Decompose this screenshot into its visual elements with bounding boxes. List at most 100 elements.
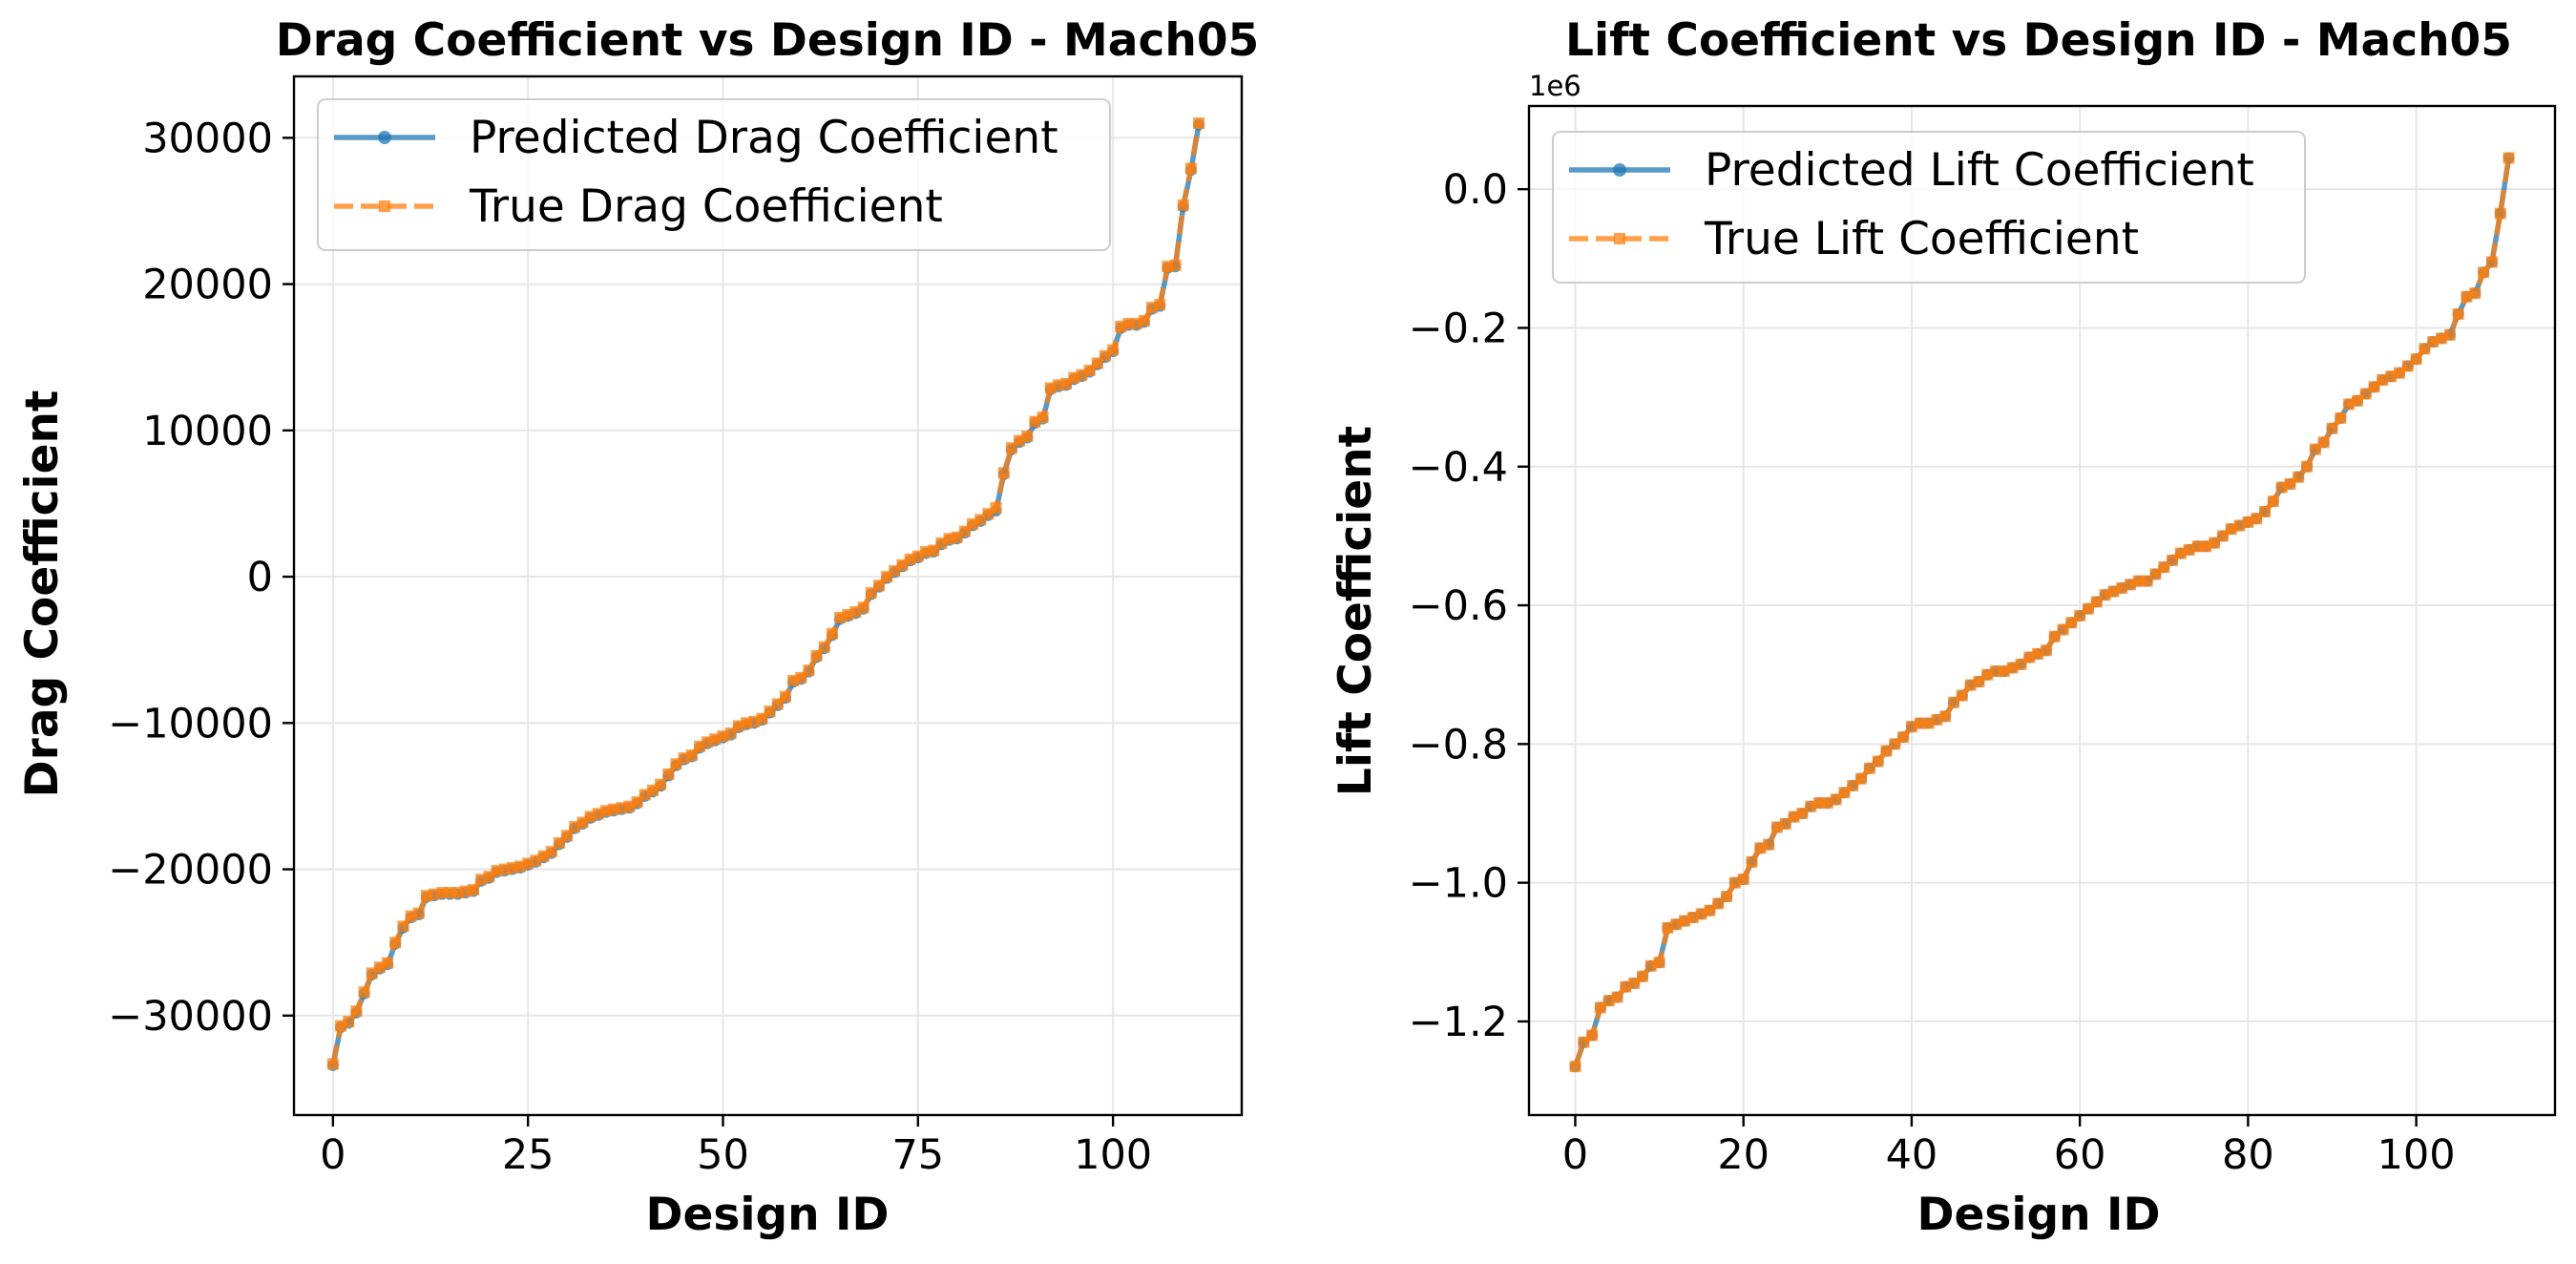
drag-true-point — [1154, 299, 1166, 311]
lift-true-series-line — [1572, 158, 2512, 1068]
drag-y-tick-label: −30000 — [108, 993, 273, 1041]
lift-true-point — [2443, 328, 2456, 341]
drag-true-point — [382, 957, 394, 969]
lift-true-point — [2040, 644, 2052, 657]
lift-y-axis-label: Lift Coefficient — [1330, 426, 1382, 796]
drag-true-point — [685, 749, 698, 762]
drag-true-point — [389, 937, 402, 949]
drag-true-point — [818, 641, 830, 653]
drag-true-point — [412, 907, 425, 919]
drag-true-point — [397, 920, 409, 933]
lift-legend: Predicted Lift Coefficient True Lift Coe… — [1552, 131, 2306, 284]
drag-true-point — [826, 627, 838, 640]
lift-true-point — [2478, 266, 2490, 279]
lift-true-point — [1636, 970, 1648, 982]
lift-true-point — [2259, 505, 2272, 517]
drag-y-tick-label: −20000 — [108, 847, 273, 895]
drag-true-point — [1193, 117, 1205, 130]
lift-true-point — [1746, 855, 1758, 868]
drag-true-point — [997, 467, 1010, 479]
lift-true-point — [1653, 957, 1665, 969]
lift-chart-title: Lift Coefficient vs Design ID - Mach05 — [1565, 14, 2512, 67]
lift-true-point — [2494, 207, 2506, 220]
drag-axes-frame — [292, 74, 1244, 1117]
drag-legend-true-marker — [379, 200, 390, 212]
drag-series — [326, 117, 1205, 1071]
drag-legend-true-label: True Drag Coefficient — [469, 180, 943, 233]
lift-true-point — [2485, 256, 2498, 268]
drag-y-tick-label: 20000 — [142, 262, 273, 309]
lift-chart-panel: Lift Coefficient vs Design ID - Mach05 D… — [1330, 14, 2557, 1241]
lift-y-tick-label: −0.4 — [1409, 444, 1508, 492]
drag-y-axis-label: Drag Coefficient — [16, 390, 69, 798]
drag-x-tick-label: 75 — [891, 1131, 944, 1179]
drag-y-tick-label: −10000 — [108, 700, 273, 748]
drag-true-point — [467, 884, 479, 896]
lift-x-tick-label: 0 — [1562, 1131, 1588, 1179]
lift-series — [1569, 152, 2515, 1073]
lift-y-tick-label: −1.2 — [1409, 999, 1508, 1046]
lift-true-point — [1897, 731, 1910, 744]
lift-y-tick-label: −0.6 — [1409, 582, 1508, 630]
drag-true-point — [872, 579, 885, 592]
drag-true-point — [358, 986, 370, 999]
lift-y-tick-label: 0.0 — [1443, 166, 1508, 214]
lift-x-axis-label: Design ID — [1917, 1189, 2161, 1241]
lift-true-point — [1721, 891, 1733, 903]
drag-x-tick-label: 100 — [1074, 1131, 1152, 1179]
drag-true-point — [803, 664, 815, 677]
lift-legend-predicted-marker — [1613, 163, 1626, 177]
drag-x-tick-label: 25 — [502, 1131, 555, 1179]
drag-true-point — [655, 778, 667, 790]
lift-y-tick-label: −0.8 — [1409, 721, 1508, 769]
lift-x-tick-label: 100 — [2377, 1131, 2456, 1179]
drag-true-point — [343, 1015, 355, 1027]
drag-true-point — [1184, 162, 1197, 175]
drag-true-point — [1177, 199, 1189, 211]
lift-x-tick-label: 20 — [1717, 1131, 1770, 1179]
lift-true-point — [2326, 422, 2338, 434]
lift-legend-true-marker — [1614, 233, 1625, 244]
lift-true-point — [1855, 772, 1868, 785]
lift-true-point — [2293, 471, 2305, 483]
lift-y-tick-label: −1.0 — [1409, 860, 1508, 908]
drag-true-point — [561, 830, 574, 842]
drag-legend-box — [317, 98, 1111, 251]
drag-true-point — [990, 502, 1002, 515]
drag-true-point — [857, 601, 869, 614]
drag-true-point — [1169, 259, 1182, 271]
lift-true-point — [2335, 411, 2347, 424]
drag-y-tick-label: 10000 — [142, 408, 273, 455]
drag-true-point — [326, 1058, 339, 1070]
lift-x-tick-label: 60 — [2054, 1131, 2106, 1179]
drag-ticks: 0 25 50 75 100 −30000 −20000 −10000 0 10000 20000 3… — [108, 115, 1152, 1179]
lift-legend-true-label: True Lift Coefficient — [1704, 213, 2139, 265]
drag-true-point — [1138, 314, 1150, 327]
drag-true-point — [779, 690, 791, 703]
lift-y-tick-label: −0.2 — [1409, 305, 1508, 352]
lift-true-point — [2452, 307, 2464, 320]
drag-chart-title: Drag Coefficient vs Design ID - Mach05 — [276, 14, 1260, 67]
drag-true-point — [366, 967, 378, 980]
drag-x-tick-label: 50 — [697, 1131, 749, 1179]
lift-true-point — [2267, 495, 2279, 508]
lift-x-tick-label: 80 — [2222, 1131, 2274, 1179]
lift-legend-predicted-label: Predicted Lift Coefficient — [1705, 144, 2254, 197]
drag-true-point — [545, 846, 557, 858]
lift-axes-frame — [1527, 104, 2557, 1117]
drag-legend-predicted-label: Predicted Drag Coefficient — [470, 112, 1058, 164]
lift-offset-text: 1e6 — [1529, 70, 1581, 102]
drag-legend: Predicted Drag Coefficient True Drag Coe… — [317, 98, 1111, 251]
drag-true-point — [662, 768, 675, 780]
drag-predicted-series-line — [330, 124, 1202, 1066]
lift-true-point — [1611, 991, 1623, 1003]
drag-x-tick-label: 0 — [320, 1131, 346, 1179]
drag-y-tick-label: 0 — [247, 554, 273, 601]
drag-chart-panel: Drag Coefficient vs Design ID - Mach05 D… — [16, 14, 1259, 1241]
lift-true-point — [1763, 838, 1775, 851]
drag-true-series-line — [330, 122, 1202, 1064]
lift-true-point — [1872, 755, 1884, 768]
drag-true-point — [1021, 430, 1034, 442]
lift-true-point — [1569, 1061, 1581, 1073]
lift-legend-box — [1552, 131, 2306, 284]
